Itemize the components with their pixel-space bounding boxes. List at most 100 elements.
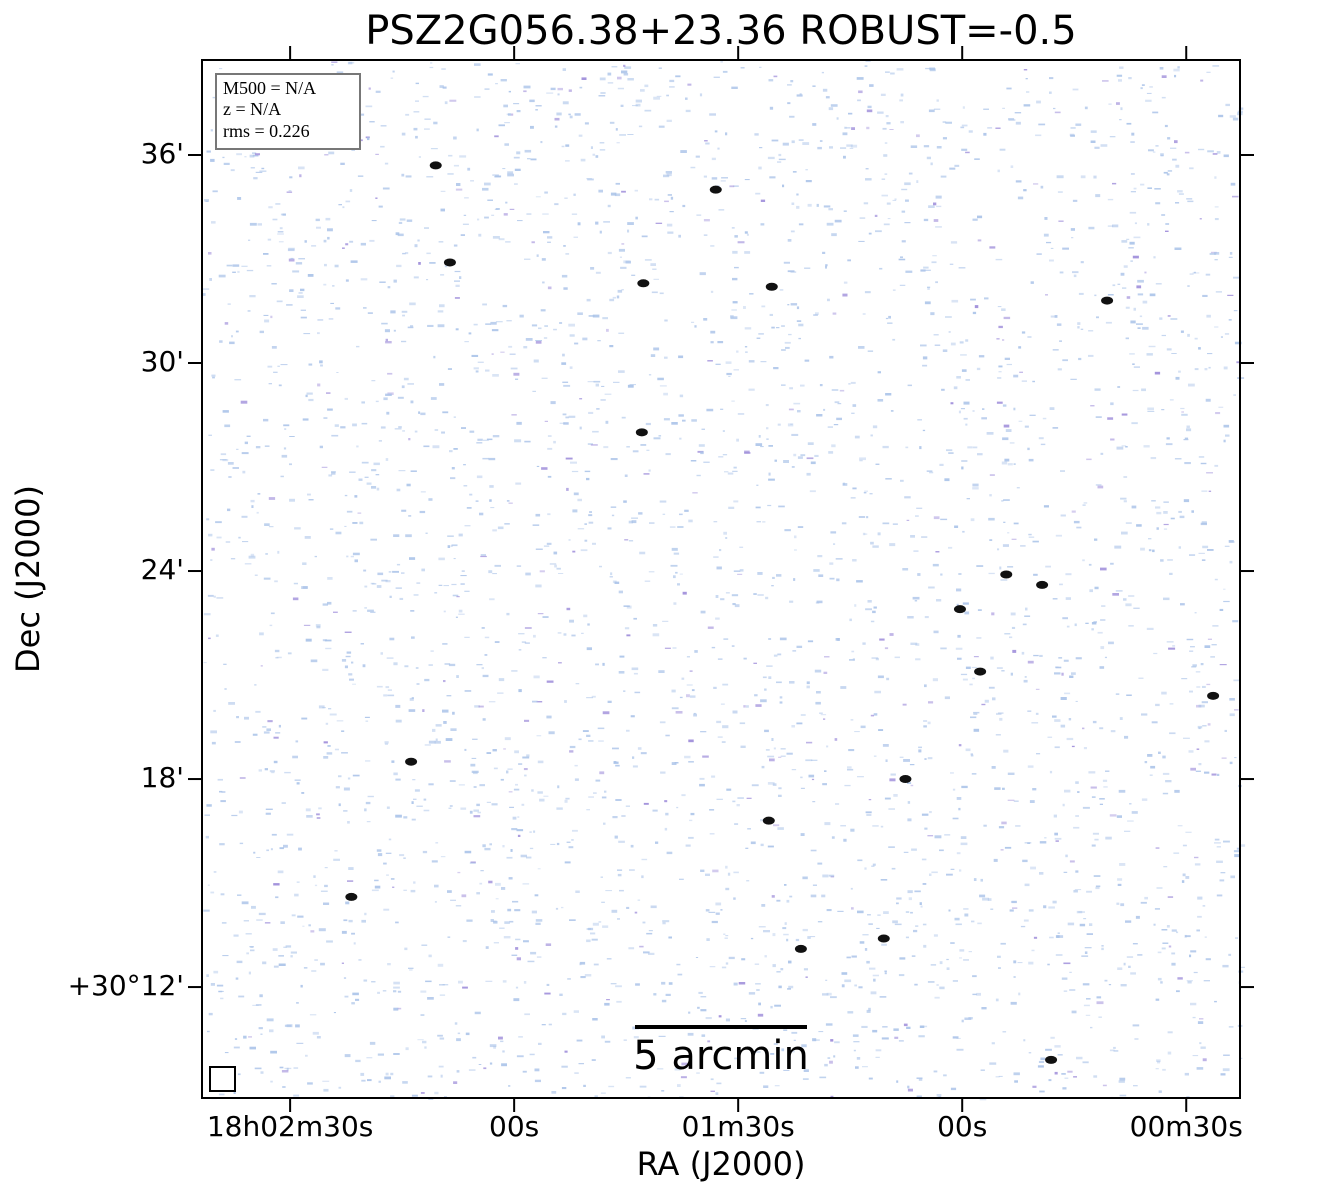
noise-speck bbox=[234, 379, 242, 381]
noise-speck bbox=[674, 762, 679, 764]
noise-speck bbox=[1118, 1080, 1125, 1083]
noise-speck bbox=[264, 768, 268, 771]
noise-speck bbox=[865, 811, 872, 814]
noise-speck bbox=[633, 617, 637, 620]
noise-speck bbox=[416, 805, 423, 807]
noise-speck bbox=[220, 800, 226, 803]
noise-speck bbox=[543, 795, 549, 797]
noise-speck bbox=[1060, 470, 1065, 472]
noise-speck bbox=[1204, 771, 1210, 774]
noise-speck bbox=[1148, 538, 1152, 540]
noise-speck bbox=[401, 310, 408, 313]
noise-speck bbox=[399, 218, 406, 221]
noise-speck bbox=[626, 634, 631, 637]
noise-speck bbox=[569, 115, 573, 119]
noise-speck bbox=[808, 774, 815, 778]
noise-speck bbox=[396, 264, 402, 268]
noise-speck bbox=[442, 709, 449, 713]
noise-speck bbox=[744, 327, 752, 330]
noise-speck bbox=[601, 385, 605, 387]
noise-speck bbox=[763, 930, 770, 933]
noise-speck bbox=[1103, 786, 1108, 788]
noise-speck bbox=[1006, 363, 1012, 366]
noise-speck bbox=[983, 824, 987, 827]
noise-speck bbox=[1188, 383, 1195, 387]
noise-speck bbox=[689, 695, 696, 698]
noise-speck bbox=[303, 586, 308, 589]
noise-speck bbox=[1040, 443, 1046, 446]
noise-speck bbox=[411, 818, 416, 821]
noise-speck bbox=[1152, 151, 1156, 153]
noise-speck bbox=[1146, 353, 1153, 356]
noise-speck bbox=[810, 894, 817, 898]
noise-speck bbox=[829, 146, 833, 149]
noise-speck bbox=[340, 162, 345, 165]
noise-speck bbox=[286, 833, 294, 836]
noise-speck bbox=[413, 111, 420, 113]
noise-speck bbox=[1219, 608, 1224, 611]
noise-speck bbox=[1156, 887, 1163, 889]
noise-speck bbox=[1132, 389, 1139, 392]
noise-speck bbox=[685, 844, 691, 847]
noise-speck bbox=[756, 521, 761, 523]
noise-speck bbox=[1154, 188, 1161, 190]
noise-speck bbox=[338, 803, 341, 807]
noise-speck bbox=[753, 593, 757, 595]
noise-speck bbox=[787, 304, 790, 306]
noise-speck bbox=[791, 466, 795, 468]
noise-speck bbox=[666, 223, 673, 227]
noise-speck bbox=[655, 222, 663, 224]
noise-speck bbox=[758, 435, 761, 438]
noise-speck bbox=[1092, 720, 1097, 724]
noise-speck bbox=[464, 748, 467, 751]
noise-speck bbox=[1120, 107, 1123, 111]
noise-speck bbox=[1204, 368, 1208, 371]
noise-speck bbox=[905, 446, 909, 449]
noise-speck bbox=[881, 1037, 889, 1040]
noise-speck bbox=[1002, 107, 1005, 109]
noise-speck bbox=[654, 198, 660, 201]
noise-speck bbox=[643, 951, 650, 954]
noise-speck bbox=[731, 86, 738, 89]
noise-speck bbox=[834, 1041, 840, 1044]
noise-speck bbox=[338, 1086, 342, 1089]
noise-speck bbox=[998, 371, 1002, 373]
noise-speck bbox=[617, 873, 622, 877]
noise-speck bbox=[632, 756, 635, 759]
noise-speck bbox=[941, 388, 945, 391]
noise-speck bbox=[349, 678, 354, 681]
noise-speck bbox=[971, 773, 977, 775]
noise-speck bbox=[1013, 463, 1016, 465]
noise-speck bbox=[1132, 363, 1135, 365]
noise-speck bbox=[344, 1054, 351, 1058]
noise-speck bbox=[556, 112, 562, 116]
noise-speck bbox=[877, 111, 884, 114]
noise-speck bbox=[356, 345, 360, 348]
noise-speck bbox=[273, 883, 280, 886]
noise-speck bbox=[490, 919, 494, 922]
noise-speck bbox=[989, 494, 992, 497]
noise-speck bbox=[459, 276, 462, 279]
noise-speck bbox=[259, 330, 264, 334]
noise-speck bbox=[956, 376, 961, 379]
noise-speck bbox=[793, 402, 801, 405]
noise-speck bbox=[421, 568, 425, 572]
noise-speck bbox=[760, 446, 764, 448]
noise-speck bbox=[1040, 1057, 1046, 1061]
noise-speck bbox=[745, 847, 749, 849]
noise-speck bbox=[1025, 78, 1028, 80]
noise-speck bbox=[830, 875, 835, 878]
noise-speck bbox=[980, 878, 983, 882]
noise-speck bbox=[796, 193, 799, 196]
noise-speck bbox=[204, 199, 209, 202]
noise-speck bbox=[533, 830, 536, 833]
noise-speck bbox=[484, 88, 490, 90]
noise-speck bbox=[563, 384, 571, 387]
noise-speck bbox=[843, 838, 847, 842]
noise-speck bbox=[849, 147, 854, 149]
noise-speck bbox=[1069, 971, 1072, 973]
noise-speck bbox=[1100, 567, 1107, 571]
noise-speck bbox=[514, 168, 521, 171]
noise-speck bbox=[664, 647, 671, 649]
noise-speck bbox=[553, 328, 557, 331]
